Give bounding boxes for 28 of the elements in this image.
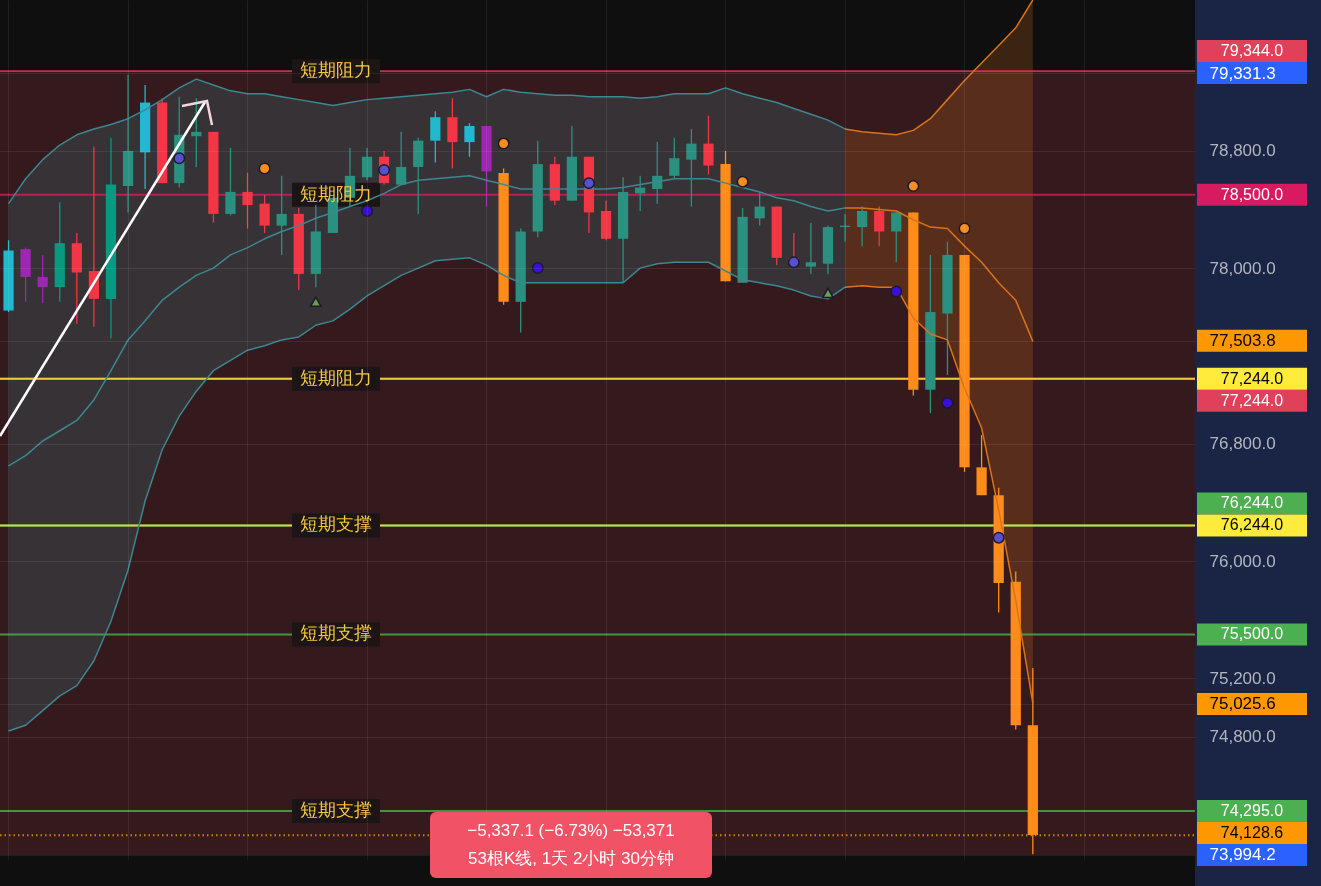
y-tick-label: 77,503.8 xyxy=(1209,331,1276,351)
ref-line-label: 77,244.0 xyxy=(1220,369,1284,387)
y-tick-label: 76,800.0 xyxy=(1209,434,1276,454)
ref-line-label: 74,295.0 xyxy=(1220,801,1284,819)
ref-line-label: 78,500.0 xyxy=(1220,185,1284,203)
annotation: 短期支撑 xyxy=(300,623,372,644)
annotation: 短期阻力 xyxy=(300,60,372,81)
y-tick-label: 75,200.0 xyxy=(1209,668,1276,688)
y-tick-label: 75,025.6 xyxy=(1209,694,1276,714)
ref-line-label: 75,500.0 xyxy=(1220,625,1284,643)
annotation: 短期支撑 xyxy=(300,799,372,820)
y-tick-label: 78,000.0 xyxy=(1209,258,1276,278)
callout-box: −5,337.1 (−6.73%) −53,371 53根K线, 1天 2小时 30分钟 xyxy=(430,812,712,878)
ref-line-label: 76,244.0 xyxy=(1220,494,1284,512)
y-tick-label: 76,000.0 xyxy=(1209,551,1276,571)
y-tick-label: 78,800.0 xyxy=(1209,141,1276,161)
annotation: −5,337.1 (−6.73%) −53,371 xyxy=(466,820,676,842)
ref-line-label: 74,128.6 xyxy=(1220,823,1284,841)
y-tick-label: 79,331.3 xyxy=(1209,63,1276,83)
annotation: 短期支撑 xyxy=(300,514,372,535)
annotation: 短期阻力 xyxy=(300,183,372,204)
ref-line-label: 79,344.0 xyxy=(1220,42,1284,60)
ref-line-label: 76,244.0 xyxy=(1220,516,1284,534)
y-tick-label: 73,994.2 xyxy=(1209,845,1276,865)
y-tick-label: 74,800.0 xyxy=(1209,727,1276,747)
annotation: 53根K线, 1天 2小时 30分钟 xyxy=(467,848,675,870)
ref-line-label: 77,244.0 xyxy=(1220,391,1284,409)
annotation: 短期阻力 xyxy=(300,367,372,388)
